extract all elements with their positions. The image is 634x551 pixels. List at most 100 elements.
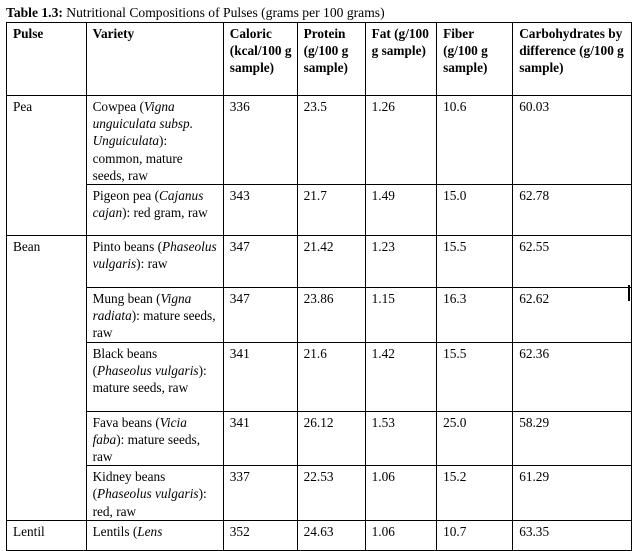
- cell-variety: Fava beans (Vicia faba): mature seeds, r…: [85, 410, 224, 467]
- cell-carbs: 58.29: [512, 410, 632, 467]
- cell-caloric: 337: [222, 465, 298, 521]
- cell-pulse: [6, 184, 87, 237]
- table-caption: Table 1.3: Nutritional Compositions of P…: [6, 5, 385, 21]
- cell-fat: 1.49: [364, 184, 438, 237]
- variety-text: Pigeon pea (: [92, 188, 160, 204]
- cell-protein: 24.63: [296, 519, 366, 551]
- header-carbohydrates: Carbohydrates by difference (g/100 g sam…: [512, 22, 632, 96]
- cell-pulse: [6, 287, 87, 343]
- text-cursor: [628, 285, 630, 301]
- cell-variety: Pigeon pea (Cajanus cajan): red gram, ra…: [85, 184, 224, 237]
- nutrition-table: Pulse Variety Caloric (kcal/100 g sample…: [6, 22, 632, 551]
- cell-pulse: Bean: [6, 235, 87, 288]
- cell-caloric: 341: [222, 341, 298, 412]
- cell-variety: Black beans (Phaseolus vulgaris): mature…: [85, 341, 224, 412]
- table-row: Fava beans (Vicia faba): mature seeds, r…: [6, 410, 632, 467]
- cell-fat: 1.15: [364, 287, 438, 343]
- variety-text: ): mature seeds, raw: [92, 431, 201, 465]
- cell-pulse: [6, 411, 87, 466]
- variety-scientific-name: Phaseolus vulgaris: [97, 362, 199, 378]
- variety-scientific-name: Vigna radiata: [92, 291, 192, 324]
- cell-caloric: 347: [222, 287, 298, 343]
- cell-pulse: Pea: [6, 94, 87, 185]
- cell-protein: 21.42: [296, 235, 366, 289]
- cell-carbs: 60.03: [512, 94, 632, 186]
- cell-fiber: 15.5: [436, 235, 514, 289]
- cell-fiber: 16.3: [436, 287, 514, 343]
- table-number: Table 1.3:: [6, 5, 63, 20]
- cell-variety: Pinto beans (Phaseolus vulgaris): raw: [85, 235, 224, 289]
- cell-caloric: 343: [222, 184, 298, 237]
- variety-text: ): common, mature seeds, raw: [92, 133, 183, 183]
- table-row: Black beans (Phaseolus vulgaris): mature…: [6, 341, 632, 412]
- cell-carbs: 61.29: [512, 465, 632, 521]
- cell-variety: Kidney beans (Phaseolus vulgaris): red, …: [85, 465, 224, 521]
- variety-scientific-name: Phaseolus vulgaris: [92, 239, 217, 272]
- table-row: Pea Cowpea (Vigna unguiculata subsp. Ungu…: [6, 94, 632, 186]
- variety-text: Kidney beans (: [92, 469, 166, 502]
- table-row: Pigeon pea (Cajanus cajan): red gram, ra…: [6, 184, 632, 237]
- header-fat: Fat (g/100 g sample): [364, 22, 438, 96]
- variety-text: ): red, raw: [92, 486, 207, 519]
- cell-fiber: 15.2: [436, 465, 514, 521]
- cell-carbs: 62.55: [512, 235, 632, 289]
- cell-fiber: 15.5: [436, 341, 514, 412]
- cell-caloric: 341: [222, 410, 298, 467]
- variety-text: Fava beans (: [92, 414, 160, 430]
- cell-fiber: 10.6: [436, 94, 514, 186]
- cell-protein: 21.7: [296, 184, 366, 237]
- cell-fat: 1.23: [364, 235, 438, 289]
- cell-fat: 1.06: [364, 519, 438, 551]
- variety-text: Cowpea (: [92, 99, 144, 114]
- variety-text: Lentils (: [92, 523, 138, 539]
- cell-pulse: Lentil: [6, 519, 87, 551]
- cell-variety: Mung bean (Vigna radiata): mature seeds,…: [85, 287, 224, 343]
- cell-fat: 1.26: [364, 94, 438, 186]
- variety-scientific-name: Lens: [137, 523, 163, 539]
- cell-protein: 23.86: [296, 287, 366, 343]
- header-caloric: Caloric (kcal/100 g sample): [222, 22, 298, 96]
- cell-protein: 26.12: [296, 410, 366, 467]
- cell-variety: Lentils (Lens: [85, 519, 224, 551]
- table-row: Mung bean (Vigna radiata): mature seeds,…: [6, 287, 632, 343]
- cell-carbs: 63.35: [512, 519, 632, 551]
- variety-text: Black beans (: [92, 345, 158, 378]
- header-variety: Variety: [85, 22, 224, 96]
- cell-caloric: 336: [222, 94, 298, 186]
- cell-carbs: 62.36: [512, 341, 632, 412]
- header-row: Pulse Variety Caloric (kcal/100 g sample…: [6, 22, 632, 96]
- header-pulse: Pulse: [6, 22, 87, 96]
- variety-scientific-name: Vigna unguiculata subsp. Unguiculata: [92, 99, 194, 149]
- variety-text: ): red gram, raw: [122, 205, 208, 221]
- cell-protein: 22.53: [296, 465, 366, 521]
- cell-pulse: [6, 465, 87, 521]
- cell-caloric: 347: [222, 235, 298, 289]
- variety-text: ): raw: [136, 256, 168, 272]
- table-row: Bean Pinto beans (Phaseolus vulgaris): ra…: [6, 235, 632, 289]
- cell-fiber: 15.0: [436, 184, 514, 237]
- variety-text: ): mature seeds, raw: [92, 362, 207, 396]
- cell-fat: 1.53: [364, 410, 438, 467]
- variety-text: Pinto beans (: [92, 239, 162, 255]
- cell-fiber: 10.7: [436, 519, 514, 551]
- header-fiber: Fiber (g/100 g sample): [436, 22, 514, 96]
- variety-scientific-name: Phaseolus vulgaris: [97, 486, 199, 502]
- cell-fat: 1.42: [364, 341, 438, 412]
- variety-text: Mung bean (: [92, 291, 161, 307]
- variety-scientific-name: Vicia faba: [92, 414, 187, 447]
- cell-fat: 1.06: [364, 465, 438, 521]
- cell-protein: 23.5: [296, 94, 366, 186]
- cell-pulse: [6, 342, 87, 412]
- table-title: Nutritional Compositions of Pulses (gram…: [62, 5, 385, 20]
- table-row: Lentil Lentils (Lens 352 24.63 1.06 10.7 63.35: [6, 519, 632, 551]
- table-row: Kidney beans (Phaseolus vulgaris): red, …: [6, 465, 632, 521]
- cell-fiber: 25.0: [436, 410, 514, 467]
- cell-caloric: 352: [222, 519, 298, 551]
- cell-protein: 21.6: [296, 341, 366, 412]
- variety-text: ): mature seeds, raw: [92, 308, 216, 341]
- variety-scientific-name: Cajanus cajan: [92, 188, 204, 221]
- header-protein: Protein (g/100 g sample): [296, 22, 366, 96]
- cell-variety: Cowpea (Vigna unguiculata subsp. Unguicu…: [85, 94, 224, 186]
- cell-carbs: 62.62: [512, 287, 632, 343]
- cell-carbs: 62.78: [512, 184, 632, 237]
